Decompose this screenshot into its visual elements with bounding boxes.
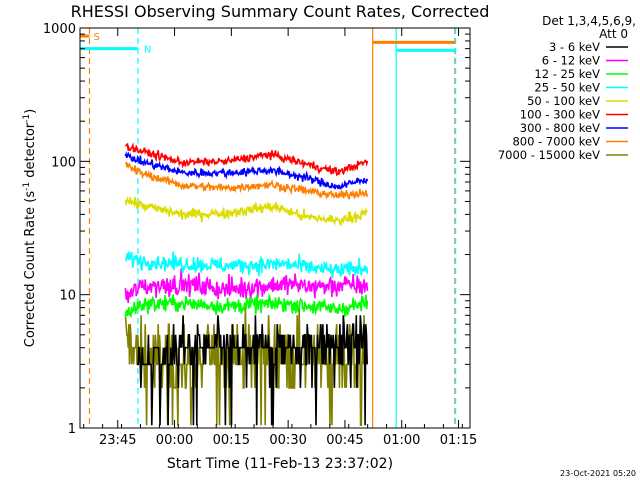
y-tick-label-1: 10 [59,289,76,304]
series-line-5 [124,142,369,177]
legend-label-1: 6 - 12 keV [542,54,600,68]
x-axis-label: Start Time (11-Feb-13 23:37:02) [167,456,393,472]
y-tick-label-2: 100 [51,155,76,170]
y-axis-label: Corrected Count Rate (s-1 detector-1) [22,109,38,347]
x-axis: 23:45 00:00 00:15 00:30 00:45 01:00 01:15 [83,28,477,448]
series-line-3 [124,251,369,278]
series-line-4 [124,196,368,227]
series-line-0 [136,315,368,426]
y-axis: 1 10 100 1000 [43,22,470,437]
legend-label-0: 3 - 6 keV [549,40,600,54]
x-tick-label-3: 00:30 [269,433,306,448]
series-line-7 [125,161,369,200]
y-tick-label-3: 1000 [43,22,76,37]
legend-label-7: 800 - 7000 keV [512,135,600,149]
plot-area: SN [80,28,457,428]
legend-label-4: 50 - 100 keV [527,94,600,108]
series-line-2 [124,292,369,319]
chart-title: RHESSI Observing Summary Count Rates, Co… [71,2,490,21]
x-tick-label-6: 01:15 [440,433,477,448]
x-tick-label-0: 23:45 [99,433,136,448]
legend-label-3: 25 - 50 keV [534,81,600,95]
x-tick-label-2: 00:15 [213,433,250,448]
marker-label-0: S [93,32,99,43]
legend-label-8: 7000 - 15000 keV [498,148,600,162]
series-line-6 [124,151,369,190]
legend-label-2: 12 - 25 keV [534,67,600,81]
legend-header-line2: Att 0 [599,27,628,41]
x-tick-label-1: 00:00 [156,433,193,448]
y-tick-label-0: 1 [68,422,76,437]
plot-frame [79,27,471,429]
series-line-1 [124,268,369,304]
x-tick-label-4: 00:45 [326,433,363,448]
footer-timestamp: 23-Oct-2021 05:20 [560,469,636,478]
legend-header-line1: Det 1,3,4,5,6,9, [542,14,636,28]
marker-label-1: N [144,45,151,56]
x-tick-label-5: 01:00 [383,433,420,448]
legend-label-6: 300 - 800 keV [520,121,600,135]
legend-label-5: 100 - 300 keV [520,108,600,122]
